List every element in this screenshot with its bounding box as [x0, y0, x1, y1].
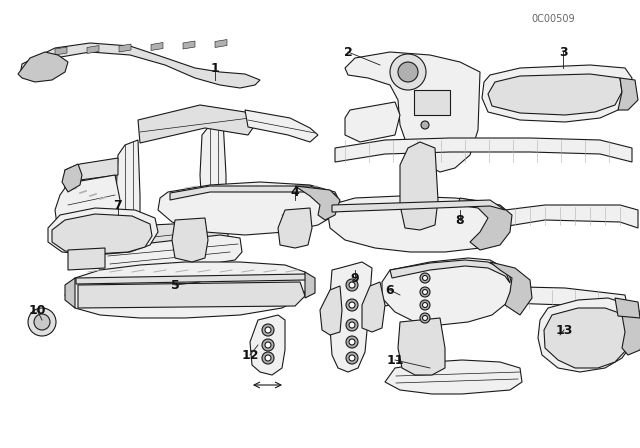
- Polygon shape: [320, 286, 342, 335]
- Polygon shape: [20, 43, 260, 88]
- Polygon shape: [295, 186, 340, 220]
- Polygon shape: [87, 46, 99, 53]
- Polygon shape: [55, 47, 67, 55]
- Circle shape: [349, 302, 355, 308]
- Text: 9: 9: [351, 271, 359, 284]
- Circle shape: [262, 324, 274, 336]
- Polygon shape: [170, 186, 335, 200]
- Text: 2: 2: [344, 46, 353, 59]
- Circle shape: [346, 352, 358, 364]
- Polygon shape: [52, 214, 152, 254]
- Circle shape: [34, 314, 50, 330]
- Text: 13: 13: [556, 323, 573, 336]
- Circle shape: [422, 289, 428, 294]
- Polygon shape: [116, 218, 228, 252]
- Polygon shape: [335, 138, 632, 162]
- Circle shape: [420, 313, 430, 323]
- Circle shape: [349, 282, 355, 288]
- Text: 8: 8: [456, 214, 464, 227]
- Polygon shape: [544, 308, 630, 368]
- Polygon shape: [385, 360, 522, 394]
- Polygon shape: [116, 140, 140, 238]
- Polygon shape: [488, 74, 622, 115]
- Polygon shape: [400, 142, 438, 230]
- Circle shape: [422, 302, 428, 307]
- Polygon shape: [332, 200, 505, 212]
- Text: 3: 3: [559, 46, 567, 59]
- Polygon shape: [62, 164, 82, 192]
- Polygon shape: [345, 102, 400, 142]
- Polygon shape: [151, 43, 163, 51]
- Polygon shape: [68, 248, 105, 270]
- Circle shape: [28, 308, 56, 336]
- Circle shape: [422, 276, 428, 280]
- Circle shape: [349, 339, 355, 345]
- Text: 5: 5: [171, 279, 179, 292]
- Circle shape: [420, 287, 430, 297]
- Polygon shape: [362, 282, 385, 332]
- Circle shape: [398, 62, 418, 82]
- Polygon shape: [414, 90, 450, 115]
- Polygon shape: [119, 44, 131, 52]
- Polygon shape: [65, 158, 118, 188]
- Polygon shape: [245, 110, 318, 142]
- Polygon shape: [345, 52, 480, 172]
- Polygon shape: [305, 272, 315, 298]
- Polygon shape: [398, 318, 445, 375]
- Polygon shape: [98, 235, 242, 278]
- Polygon shape: [78, 282, 305, 308]
- Polygon shape: [538, 298, 638, 372]
- Circle shape: [349, 355, 355, 361]
- Circle shape: [422, 315, 428, 320]
- Circle shape: [420, 273, 430, 283]
- Polygon shape: [65, 262, 308, 318]
- Polygon shape: [172, 218, 208, 262]
- Polygon shape: [330, 262, 372, 372]
- Polygon shape: [76, 274, 310, 285]
- Circle shape: [346, 279, 358, 291]
- Polygon shape: [382, 258, 512, 325]
- Circle shape: [265, 342, 271, 348]
- Text: 0C00509: 0C00509: [532, 14, 575, 24]
- Polygon shape: [215, 39, 227, 47]
- Polygon shape: [618, 78, 638, 110]
- Polygon shape: [158, 182, 340, 235]
- Text: 7: 7: [114, 198, 122, 211]
- Text: 1: 1: [211, 61, 220, 74]
- Polygon shape: [250, 315, 285, 375]
- Circle shape: [262, 352, 274, 364]
- Polygon shape: [138, 105, 255, 143]
- Polygon shape: [615, 298, 640, 318]
- Circle shape: [265, 327, 271, 333]
- Polygon shape: [622, 308, 640, 355]
- Circle shape: [346, 336, 358, 348]
- Circle shape: [420, 300, 430, 310]
- Polygon shape: [482, 65, 632, 122]
- Circle shape: [421, 121, 429, 129]
- Polygon shape: [390, 260, 510, 283]
- Polygon shape: [505, 205, 638, 228]
- Polygon shape: [48, 208, 158, 255]
- Polygon shape: [335, 286, 628, 312]
- Circle shape: [346, 319, 358, 331]
- Polygon shape: [55, 175, 120, 238]
- Polygon shape: [328, 196, 510, 252]
- Text: 11: 11: [387, 353, 404, 366]
- Circle shape: [265, 355, 271, 361]
- Text: 12: 12: [241, 349, 259, 362]
- Polygon shape: [490, 262, 532, 315]
- Circle shape: [262, 339, 274, 351]
- Text: 10: 10: [28, 303, 45, 316]
- Circle shape: [346, 299, 358, 311]
- Polygon shape: [458, 198, 512, 250]
- Polygon shape: [200, 120, 226, 228]
- Polygon shape: [278, 208, 312, 248]
- Circle shape: [349, 322, 355, 328]
- Text: 4: 4: [291, 185, 300, 198]
- Polygon shape: [183, 41, 195, 49]
- Circle shape: [390, 54, 426, 90]
- Text: 6: 6: [386, 284, 394, 297]
- Polygon shape: [18, 52, 68, 82]
- Polygon shape: [65, 278, 75, 308]
